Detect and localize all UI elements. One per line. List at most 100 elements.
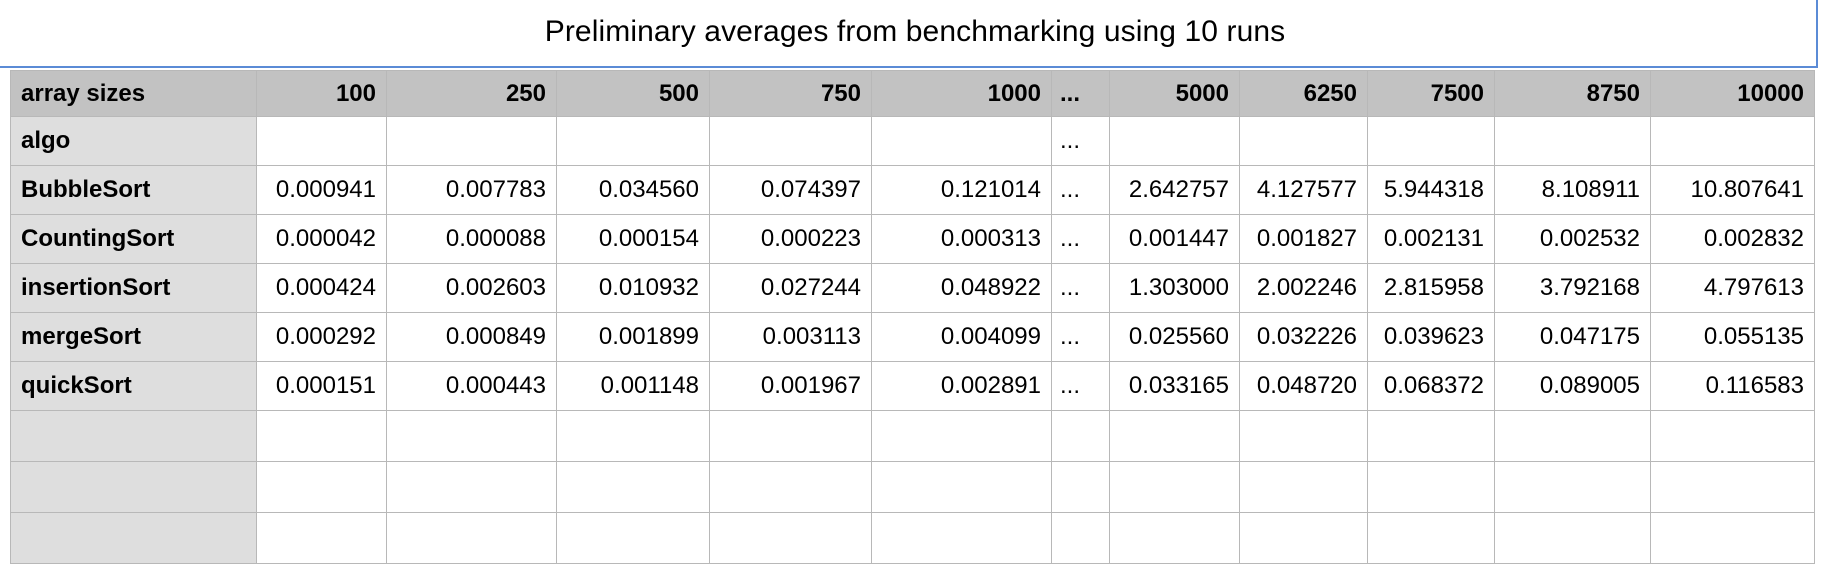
table-cell[interactable]: 0.001447 <box>1109 214 1240 264</box>
table-cell[interactable]: 0.004099 <box>871 312 1052 362</box>
table-cell[interactable] <box>1650 461 1815 513</box>
table-cell[interactable] <box>1367 116 1495 166</box>
table-cell[interactable]: ... <box>1051 312 1110 362</box>
header-cell[interactable]: ... <box>1051 70 1110 117</box>
table-cell[interactable]: 0.121014 <box>871 165 1052 215</box>
table-cell[interactable]: 0.039623 <box>1367 312 1495 362</box>
table-cell[interactable] <box>1650 116 1815 166</box>
table-cell[interactable] <box>1494 461 1651 513</box>
table-cell[interactable] <box>709 461 872 513</box>
table-cell[interactable]: 0.001827 <box>1239 214 1368 264</box>
table-cell[interactable]: 0.000313 <box>871 214 1052 264</box>
table-cell[interactable]: 0.074397 <box>709 165 872 215</box>
table-cell[interactable] <box>556 512 710 564</box>
table-cell[interactable]: 0.002532 <box>1494 214 1651 264</box>
header-cell[interactable]: 1000 <box>871 70 1052 117</box>
table-cell[interactable]: 0.001148 <box>556 361 710 411</box>
table-cell[interactable] <box>1650 512 1815 564</box>
table-cell[interactable] <box>1367 410 1495 462</box>
title-box[interactable]: Preliminary averages from benchmarking u… <box>0 0 1818 68</box>
table-cell[interactable]: 5.944318 <box>1367 165 1495 215</box>
table-cell[interactable] <box>1239 116 1368 166</box>
table-cell[interactable] <box>709 512 872 564</box>
table-cell[interactable] <box>386 512 557 564</box>
table-cell[interactable]: 0.025560 <box>1109 312 1240 362</box>
table-cell[interactable]: 0.002891 <box>871 361 1052 411</box>
header-cell-array-sizes[interactable]: array sizes <box>10 70 257 117</box>
table-cell[interactable] <box>556 116 710 166</box>
table-cell[interactable] <box>1239 410 1368 462</box>
row-label-cell[interactable]: algo <box>10 116 257 166</box>
header-cell[interactable]: 500 <box>556 70 710 117</box>
table-cell[interactable]: 4.797613 <box>1650 263 1815 313</box>
table-cell[interactable]: 0.010932 <box>556 263 710 313</box>
row-label-cell[interactable] <box>10 461 257 513</box>
table-cell[interactable]: 0.000941 <box>256 165 387 215</box>
row-label-cell[interactable]: mergeSort <box>10 312 257 362</box>
table-cell[interactable]: 0.000088 <box>386 214 557 264</box>
table-cell[interactable]: 0.000292 <box>256 312 387 362</box>
row-label-cell[interactable]: CountingSort <box>10 214 257 264</box>
table-cell[interactable] <box>1109 512 1240 564</box>
table-cell[interactable] <box>1051 410 1110 462</box>
table-cell[interactable]: 0.000151 <box>256 361 387 411</box>
table-cell[interactable]: 10.807641 <box>1650 165 1815 215</box>
table-cell[interactable]: 0.034560 <box>556 165 710 215</box>
table-cell[interactable] <box>556 410 710 462</box>
table-cell[interactable] <box>709 410 872 462</box>
table-cell[interactable]: 0.000849 <box>386 312 557 362</box>
header-cell[interactable]: 7500 <box>1367 70 1495 117</box>
row-label-cell[interactable]: BubbleSort <box>10 165 257 215</box>
table-cell[interactable] <box>709 116 872 166</box>
table-cell[interactable] <box>871 410 1052 462</box>
table-cell[interactable]: 3.792168 <box>1494 263 1651 313</box>
table-cell[interactable]: ... <box>1051 361 1110 411</box>
table-cell[interactable]: 0.116583 <box>1650 361 1815 411</box>
table-cell[interactable]: 4.127577 <box>1239 165 1368 215</box>
table-cell[interactable] <box>871 512 1052 564</box>
table-cell[interactable]: 0.001967 <box>709 361 872 411</box>
table-cell[interactable]: 2.642757 <box>1109 165 1240 215</box>
table-cell[interactable] <box>1650 410 1815 462</box>
table-cell[interactable] <box>256 461 387 513</box>
table-cell[interactable]: 0.032226 <box>1239 312 1368 362</box>
table-cell[interactable] <box>386 461 557 513</box>
table-cell[interactable] <box>1051 512 1110 564</box>
row-label-cell[interactable]: quickSort <box>10 361 257 411</box>
table-cell[interactable]: 0.001899 <box>556 312 710 362</box>
table-cell[interactable]: 0.000443 <box>386 361 557 411</box>
table-cell[interactable]: 0.047175 <box>1494 312 1651 362</box>
table-cell[interactable]: 1.303000 <box>1109 263 1240 313</box>
table-cell[interactable]: 0.089005 <box>1494 361 1651 411</box>
header-cell[interactable]: 5000 <box>1109 70 1240 117</box>
table-cell[interactable] <box>556 461 710 513</box>
table-cell[interactable] <box>1051 461 1110 513</box>
table-cell[interactable] <box>386 116 557 166</box>
table-cell[interactable]: 0.003113 <box>709 312 872 362</box>
row-label-cell[interactable] <box>10 512 257 564</box>
table-cell[interactable] <box>1239 461 1368 513</box>
table-cell[interactable]: 0.048720 <box>1239 361 1368 411</box>
table-cell[interactable] <box>1109 410 1240 462</box>
table-cell[interactable]: 8.108911 <box>1494 165 1651 215</box>
table-cell[interactable]: 0.000042 <box>256 214 387 264</box>
table-cell[interactable] <box>1367 512 1495 564</box>
table-cell[interactable]: 0.007783 <box>386 165 557 215</box>
table-cell[interactable]: 0.055135 <box>1650 312 1815 362</box>
table-cell[interactable] <box>1494 410 1651 462</box>
table-cell[interactable] <box>1494 512 1651 564</box>
table-cell[interactable]: 0.027244 <box>709 263 872 313</box>
table-cell[interactable] <box>871 116 1052 166</box>
header-cell[interactable]: 6250 <box>1239 70 1368 117</box>
table-cell[interactable]: 2.002246 <box>1239 263 1368 313</box>
table-cell[interactable]: 0.002603 <box>386 263 557 313</box>
table-cell[interactable] <box>386 410 557 462</box>
table-cell[interactable]: 0.033165 <box>1109 361 1240 411</box>
table-cell[interactable]: 0.000223 <box>709 214 872 264</box>
header-cell[interactable]: 750 <box>709 70 872 117</box>
table-cell[interactable] <box>1367 461 1495 513</box>
spreadsheet-grid[interactable]: array sizes 100 250 500 750 1000... 5000 6250 75… <box>10 70 1815 564</box>
table-cell[interactable]: 0.000154 <box>556 214 710 264</box>
table-cell[interactable]: ... <box>1051 214 1110 264</box>
header-cell[interactable]: 100 <box>256 70 387 117</box>
